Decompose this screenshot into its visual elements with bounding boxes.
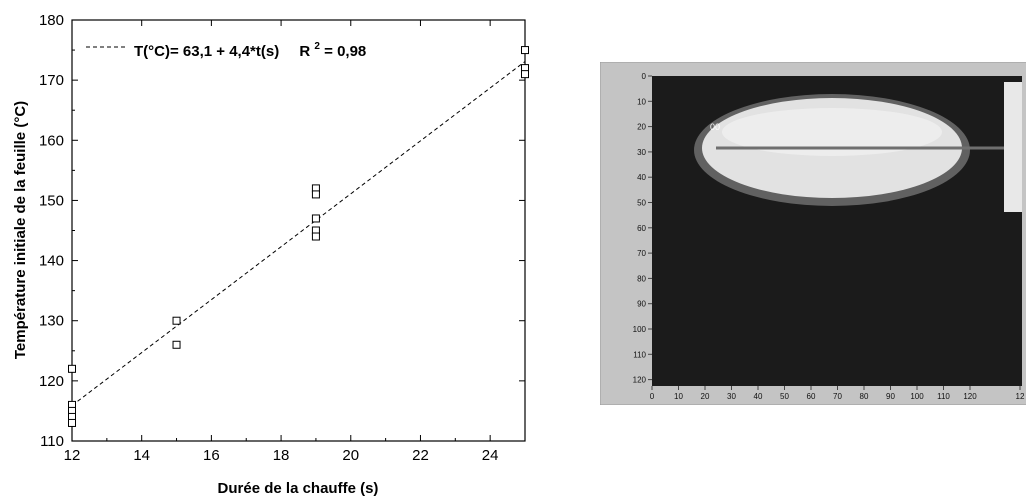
plot-frame bbox=[71, 19, 526, 442]
thermal-x-tick-label: 10 bbox=[674, 392, 683, 401]
thermal-x-tick-label: 70 bbox=[833, 392, 842, 401]
thermal-x-ticks: 0 10 20 30 40 50 60 70 80 90 100 110 120 12 bbox=[650, 386, 1025, 401]
fit-line bbox=[71, 61, 526, 406]
x-axis-ticks: 12 14 16 18 20 22 24 bbox=[64, 20, 526, 464]
thermal-x-tick-label: 12 bbox=[1016, 392, 1025, 401]
data-point bbox=[68, 364, 76, 373]
fit-equation: T(°C)= 63,1 + 4,4*t(s) R 2 = 0,98 bbox=[134, 36, 366, 60]
thermal-y-tick-label: 50 bbox=[637, 199, 646, 208]
sheet-highlight bbox=[722, 108, 942, 156]
r2-exponent: 2 bbox=[314, 41, 320, 52]
x-tick-label: 24 bbox=[482, 447, 499, 464]
thermal-x-tick-label: 60 bbox=[807, 392, 816, 401]
x-tick-label: 20 bbox=[342, 447, 359, 464]
data-point bbox=[311, 232, 320, 241]
data-point bbox=[521, 70, 529, 79]
thermal-x-tick-label: 120 bbox=[963, 392, 977, 401]
thermal-y-tick-label: 10 bbox=[637, 97, 646, 106]
thermal-y-tick-label: 70 bbox=[637, 249, 646, 258]
y-tick-label: 110 bbox=[40, 433, 64, 450]
thermal-y-tick-label: 120 bbox=[633, 376, 647, 385]
x-tick-label: 16 bbox=[203, 447, 220, 464]
thermal-x-tick-label: 110 bbox=[937, 392, 950, 401]
y-axis-label: Température initiale de la feuille (°C) bbox=[12, 101, 29, 359]
y-tick-label: 170 bbox=[39, 72, 64, 89]
thermal-y-tick-label: 30 bbox=[637, 148, 646, 157]
marker-label: 00 bbox=[710, 122, 720, 132]
y-tick-label: 120 bbox=[39, 373, 64, 390]
thermal-x-tick-label: 90 bbox=[886, 392, 895, 401]
data-point bbox=[521, 46, 529, 55]
x-tick-label: 22 bbox=[412, 447, 429, 464]
thermal-x-tick-label: 20 bbox=[701, 392, 710, 401]
thermal-x-tick-label: 30 bbox=[727, 392, 736, 401]
thermal-y-tick-label: 100 bbox=[633, 325, 647, 334]
thermal-image-panel: 00 0 10 20 30 40 50 60 70 80 90 100 110 120 0 10 20 30 4… bbox=[600, 62, 1026, 405]
r2-value: = 0,98 bbox=[324, 43, 366, 60]
thermal-y-tick-label: 80 bbox=[637, 274, 646, 283]
data-point bbox=[68, 418, 76, 427]
y-tick-label: 140 bbox=[39, 253, 64, 270]
thermal-y-tick-label: 40 bbox=[637, 173, 646, 182]
legend: T(°C)= 63,1 + 4,4*t(s) R 2 = 0,98 bbox=[86, 36, 366, 60]
thermal-x-tick-label: 50 bbox=[780, 392, 789, 401]
y-tick-label: 160 bbox=[39, 132, 64, 149]
thermal-y-tick-label: 0 bbox=[642, 72, 647, 81]
y-tick-label: 130 bbox=[39, 313, 64, 330]
x-tick-label: 12 bbox=[64, 447, 81, 464]
x-tick-label: 18 bbox=[273, 447, 290, 464]
y-axis-ticks: 110 120 130 140 150 160 170 180 bbox=[39, 12, 525, 450]
thermal-x-tick-label: 80 bbox=[860, 392, 869, 401]
thermal-y-tick-label: 60 bbox=[637, 224, 646, 233]
thermal-y-tick-label: 90 bbox=[637, 300, 646, 309]
thermal-x-tick-label: 0 bbox=[650, 392, 655, 401]
fit-equation-main: T(°C)= 63,1 + 4,4*t(s) bbox=[134, 43, 279, 60]
thermal-y-tick-label: 110 bbox=[633, 350, 646, 359]
data-point bbox=[172, 316, 181, 325]
data-point bbox=[172, 340, 181, 349]
thermal-x-tick-label: 40 bbox=[754, 392, 763, 401]
x-axis-label: Durée de la chauffe (s) bbox=[218, 480, 379, 497]
thermal-y-tick-label: 20 bbox=[637, 123, 646, 132]
thermal-y-ticks: 0 10 20 30 40 50 60 70 80 90 100 110 120 bbox=[633, 72, 652, 385]
data-point bbox=[311, 214, 320, 223]
sheet-edge-right bbox=[1004, 82, 1022, 212]
y-tick-label: 180 bbox=[39, 12, 64, 29]
r2-base: R bbox=[299, 43, 310, 60]
x-tick-label: 14 bbox=[133, 447, 150, 464]
data-points bbox=[68, 46, 529, 427]
scatter-chart: 12 14 16 18 20 22 24 110120130140150160170180 … bbox=[12, 12, 529, 497]
y-tick-label: 150 bbox=[39, 192, 64, 209]
thermal-image: 00 bbox=[694, 82, 1022, 212]
thermal-x-tick-label: 100 bbox=[910, 392, 924, 401]
data-point bbox=[311, 190, 320, 199]
